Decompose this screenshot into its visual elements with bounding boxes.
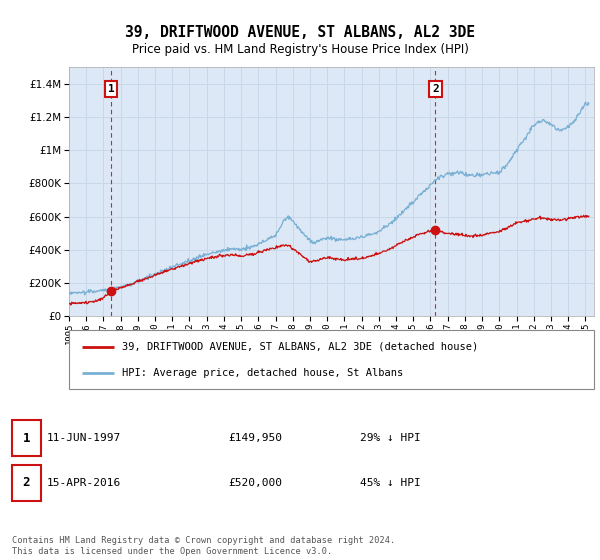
Text: 39, DRIFTWOOD AVENUE, ST ALBANS, AL2 3DE: 39, DRIFTWOOD AVENUE, ST ALBANS, AL2 3DE [125, 25, 475, 40]
Text: 29% ↓ HPI: 29% ↓ HPI [360, 433, 421, 443]
Text: 2: 2 [432, 84, 439, 94]
Text: 15-APR-2016: 15-APR-2016 [47, 478, 121, 488]
Text: Price paid vs. HM Land Registry's House Price Index (HPI): Price paid vs. HM Land Registry's House … [131, 43, 469, 55]
Text: 1: 1 [107, 84, 115, 94]
FancyBboxPatch shape [12, 420, 41, 456]
Text: £520,000: £520,000 [228, 478, 282, 488]
FancyBboxPatch shape [12, 465, 41, 501]
Text: 11-JUN-1997: 11-JUN-1997 [47, 433, 121, 443]
Text: 45% ↓ HPI: 45% ↓ HPI [360, 478, 421, 488]
Text: 1: 1 [23, 432, 30, 445]
Text: HPI: Average price, detached house, St Albans: HPI: Average price, detached house, St A… [121, 368, 403, 378]
Text: 39, DRIFTWOOD AVENUE, ST ALBANS, AL2 3DE (detached house): 39, DRIFTWOOD AVENUE, ST ALBANS, AL2 3DE… [121, 342, 478, 352]
Text: £149,950: £149,950 [228, 433, 282, 443]
FancyBboxPatch shape [69, 330, 594, 389]
Text: Contains HM Land Registry data © Crown copyright and database right 2024.
This d: Contains HM Land Registry data © Crown c… [12, 536, 395, 556]
Text: 2: 2 [23, 477, 30, 489]
